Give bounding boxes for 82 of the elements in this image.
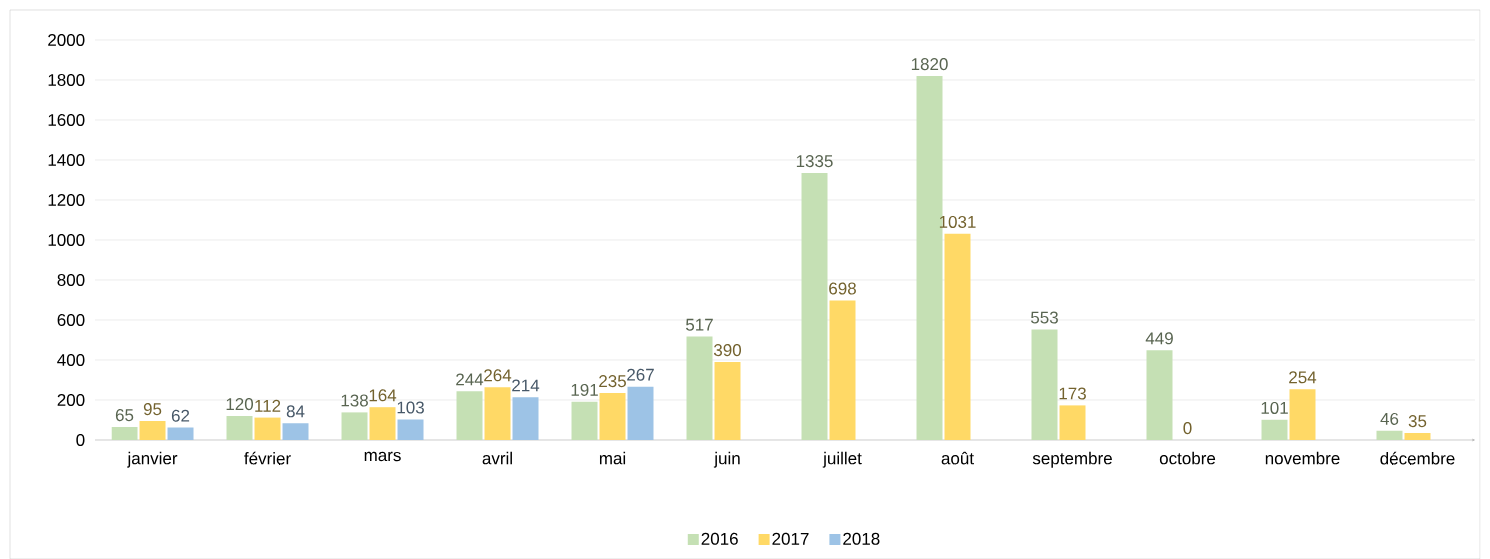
data-label: 1820 [911,58,948,71]
legend-label: 2017 [772,532,809,545]
data-label: 254 [1289,371,1317,384]
bar [111,426,138,440]
data-label: 214 [512,379,540,392]
data-label: 164 [369,389,397,402]
legend-label: 2018 [843,532,880,545]
x-tick-label: janvier [127,451,178,468]
y-tick-label: 600 [57,313,85,326]
bar [369,407,396,440]
data-label: 264 [484,369,512,382]
data-label: 101 [1261,401,1288,414]
bar [1146,350,1173,440]
data-label: 553 [1031,311,1058,324]
data-label: 103 [397,401,424,414]
x-tick-label: mars [364,451,401,462]
bar [226,415,253,440]
bar [1261,419,1288,440]
bar [1404,432,1431,440]
data-label: 62 [171,409,190,422]
y-tick-label: 800 [57,273,85,286]
bar [167,427,194,440]
x-tick-label: novembre [1265,451,1340,465]
x-tick-label: août [941,451,974,465]
data-label: 449 [1145,332,1173,345]
bar [484,387,511,440]
x-tick-label: septembre [1032,451,1112,468]
data-label: 0 [1183,421,1192,435]
data-label: 191 [571,383,598,396]
bar [254,417,281,440]
data-label: 244 [456,373,484,386]
data-label: 517 [686,318,713,331]
data-label: 35 [1408,414,1427,428]
y-tick-label: 400 [57,353,85,366]
legend-label: 2016 [701,532,738,545]
bar [829,300,856,440]
bar [341,412,368,440]
y-tick-label: 0 [76,433,85,446]
data-label: 95 [143,402,162,416]
y-tick-label: 2000 [48,33,85,46]
bar [1059,405,1086,440]
bar [1289,389,1316,440]
bar [512,397,539,440]
bar [456,391,483,440]
y-tick-label: 1400 [48,153,85,166]
bar [599,392,626,440]
data-label: 173 [1059,387,1086,400]
x-tick-label: octobre [1159,451,1216,465]
data-label: 120 [226,397,254,411]
data-label: 84 [286,405,305,418]
x-tick-label: février [244,451,291,465]
x-tick-label: juillet [822,451,862,468]
bar [571,401,598,440]
x-tick-label: juin [713,451,740,468]
bar [397,419,424,440]
data-label: 390 [713,343,742,357]
data-label: 65 [115,408,134,422]
bar [139,420,166,440]
bar [801,172,828,440]
bar [282,423,309,440]
data-label: 267 [627,368,654,381]
x-tick-label: décembre [1380,451,1455,465]
x-tick-label: avril [482,451,512,465]
y-tick-label: 1600 [48,113,85,126]
bar [627,386,654,440]
y-tick-label: 1200 [48,193,85,206]
data-label: 138 [341,394,368,407]
bar [944,233,971,440]
data-label: 112 [255,399,281,412]
y-tick-label: 1800 [48,73,85,86]
bar [1031,329,1058,440]
bar [714,361,741,440]
data-label: 46 [1380,412,1399,425]
data-label: 1031 [939,215,976,228]
data-label: 235 [599,374,626,388]
bar [686,336,713,440]
data-label: 1335 [796,155,833,168]
y-tick-label: 200 [57,393,85,406]
bar [1376,430,1403,440]
x-tick-label: mai [599,451,626,465]
data-label: 698 [829,282,856,295]
y-tick-label: 1000 [48,233,85,246]
